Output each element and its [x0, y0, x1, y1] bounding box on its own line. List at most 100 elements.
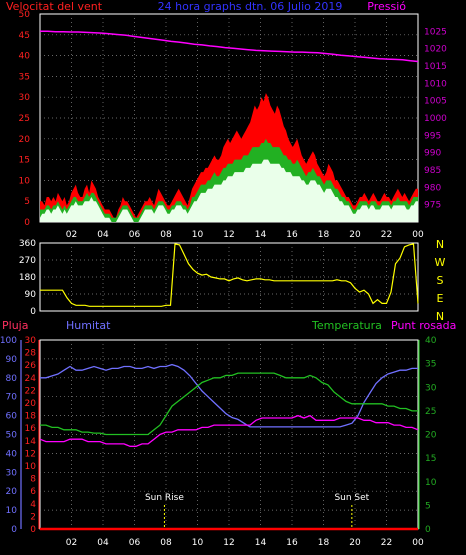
wind-speed-panel: 0510152025303540455097598098599099510001…	[19, 10, 448, 240]
wind-y-tick: 25	[19, 114, 30, 124]
compass-label-n: N	[436, 238, 444, 251]
rain-y-tick: 12	[25, 449, 36, 459]
wind-x-tick: 08	[160, 230, 172, 240]
bottom-x-tick: 12	[223, 538, 234, 548]
compass-label-w: W	[435, 256, 446, 269]
wind-y-tick: 5	[24, 197, 30, 207]
rain-y-tick: 28	[25, 349, 37, 359]
pressure-y-tick: 980	[424, 183, 441, 193]
temperature-y-tick: 35	[425, 360, 436, 370]
rain-y-tick: 10	[25, 462, 37, 472]
wind-y-tick: 30	[19, 93, 31, 103]
rain-y-tick: 24	[25, 374, 37, 384]
wind-y-tick: 45	[19, 31, 30, 41]
wind-x-tick: 16	[286, 230, 298, 240]
pressure-y-tick: 975	[424, 201, 441, 211]
rain-y-tick: 8	[30, 475, 36, 485]
temperature-y-tick: 20	[425, 431, 437, 441]
temperature-y-tick: 5	[425, 501, 431, 511]
direction-y-tick: 0	[30, 307, 36, 317]
pressure-y-tick: 1000	[424, 114, 447, 124]
wind-y-tick: 35	[19, 72, 30, 82]
dewpoint-line	[39, 414, 419, 447]
wind-y-tick: 15	[19, 156, 30, 166]
direction-y-tick: 270	[19, 256, 36, 266]
rain-y-tick: 2	[30, 512, 36, 522]
bottom-x-tick: 06	[129, 538, 141, 548]
direction-y-tick: 90	[25, 290, 37, 300]
wind-x-tick: 22	[381, 230, 392, 240]
compass-label-s: S	[437, 274, 444, 287]
wind-y-tick: 40	[19, 52, 31, 62]
temperature-axis-label: Temperatura	[311, 319, 382, 332]
rain-y-tick: 6	[30, 487, 36, 497]
wind-x-tick: 10	[192, 230, 204, 240]
temperature-y-tick: 40	[425, 336, 437, 346]
rain-y-tick: 30	[25, 336, 37, 346]
pressure-y-tick: 1010	[424, 79, 447, 89]
wind-x-tick: 20	[349, 230, 361, 240]
humidity-y-tick: 40	[6, 449, 18, 459]
pressure-y-tick: 995	[424, 131, 441, 141]
rain-y-tick: 22	[25, 386, 36, 396]
bottom-x-tick: 22	[381, 538, 392, 548]
wind-direction-line	[40, 243, 419, 307]
humidity-line	[40, 363, 418, 428]
rain-y-tick: 4	[30, 500, 36, 510]
pressure-y-tick: 1020	[424, 45, 447, 55]
rain-y-tick: 14	[25, 437, 37, 447]
bottom-x-tick: 18	[318, 538, 330, 548]
wind-y-tick: 0	[24, 218, 30, 228]
wind-x-tick: 02	[66, 230, 77, 240]
wind-x-tick: 14	[255, 230, 267, 240]
humidity-y-tick: 30	[6, 468, 18, 478]
pressure-y-tick: 1025	[424, 27, 447, 37]
rain-y-tick: 16	[25, 424, 37, 434]
wind-x-tick: 18	[318, 230, 330, 240]
wind-y-tick: 10	[19, 176, 31, 186]
temperature-y-tick: 15	[425, 454, 436, 464]
pressure-y-tick: 985	[424, 166, 441, 176]
bottom-x-tick: 20	[349, 538, 361, 548]
temperature-y-tick: 10	[425, 478, 437, 488]
temperature-y-tick: 25	[425, 407, 436, 417]
wind-y-tick: 20	[19, 135, 31, 145]
bottom-x-tick: 14	[255, 538, 267, 548]
pressure-y-tick: 990	[424, 149, 441, 159]
temperature-y-tick: 0	[425, 525, 431, 535]
wind-x-tick: 06	[129, 230, 141, 240]
sunset-label: Sun Set	[334, 493, 369, 503]
bottom-x-tick: 16	[286, 538, 298, 548]
wind-x-tick: 12	[223, 230, 234, 240]
pressure-y-tick: 1015	[424, 62, 447, 72]
sunrise-label: Sun Rise	[145, 493, 184, 503]
wind-speed-title: Velocitat del vent	[6, 0, 103, 13]
compass-label-n: N	[436, 310, 444, 323]
humidity-y-tick: 80	[6, 374, 18, 384]
pressure-y-tick: 1005	[424, 97, 447, 107]
rain-y-tick: 0	[30, 525, 36, 535]
wind-speed-area-3	[40, 159, 418, 222]
humidity-y-tick: 60	[6, 412, 18, 422]
rain-y-tick: 26	[25, 361, 37, 371]
humidity-y-tick: 0	[11, 525, 17, 535]
temperature-humidity-panel: 0102030405060708090100024681012141618202…	[0, 336, 437, 548]
direction-y-tick: 180	[19, 273, 36, 283]
bottom-x-tick: 00	[412, 538, 424, 548]
bottom-x-tick: 08	[160, 538, 172, 548]
temperature-y-tick: 30	[425, 383, 437, 393]
dewpoint-axis-label: Punt rosada	[391, 319, 456, 332]
rain-y-tick: 20	[25, 399, 37, 409]
direction-y-tick: 360	[19, 239, 36, 249]
pressure-title: Pressió	[367, 0, 406, 13]
pressure-line	[40, 30, 419, 63]
bottom-x-tick: 10	[192, 538, 204, 548]
humidity-y-tick: 70	[6, 393, 18, 403]
bottom-x-tick: 02	[66, 538, 77, 548]
wind-y-tick: 50	[19, 10, 31, 20]
humidity-axis-label: Humitat	[66, 319, 111, 332]
humidity-y-tick: 20	[6, 487, 18, 497]
